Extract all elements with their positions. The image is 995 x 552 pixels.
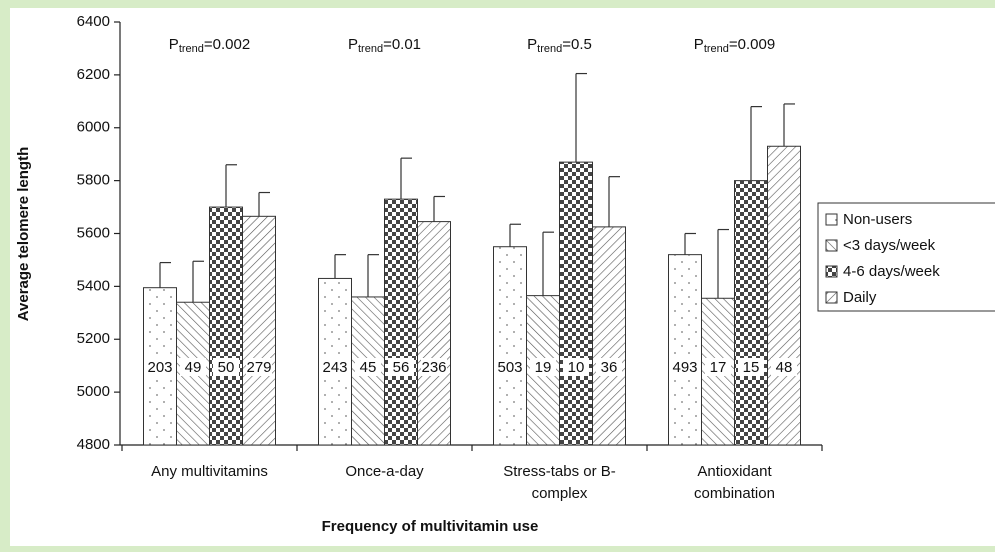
p-trend: Ptrend=0.01 [348,36,421,55]
p-trend-part: P [348,36,358,53]
count-label: 503 [497,359,522,376]
p-trend-part: trend [179,43,204,55]
p-trend-part: P [169,36,179,53]
count-label: 493 [672,359,697,376]
legend-swatch [825,265,838,278]
p-trend: Ptrend=0.5 [527,36,592,55]
count-label: 203 [147,359,172,376]
legend-swatch [825,239,838,252]
count-label: 243 [322,359,347,376]
y-tick-label: 5600 [77,224,110,241]
bar [668,254,702,446]
p-trend-part: =0.5 [562,36,592,53]
p-trend-part: trend [704,43,729,55]
x-tick-label: Antioxidant [697,463,772,480]
count-bg [530,358,556,376]
count-bg [246,358,272,376]
bar [734,180,768,446]
x-tick-label: Any multivitamins [151,463,268,480]
y-tick-label: 5400 [77,277,110,294]
count-bg [388,358,414,376]
x-tick-label: combination [694,485,775,502]
bar [493,246,527,446]
bar [559,161,593,446]
p-trend-part: P [694,36,704,53]
bar [384,198,418,446]
p-trend-part: trend [537,43,562,55]
p-trend: Ptrend=0.002 [169,36,250,55]
count-bg [355,358,381,376]
p-trend-part: =0.002 [204,36,250,53]
count-bg [705,358,731,376]
legend-label: Daily [843,289,877,306]
p-trend-part: P [527,36,537,53]
bar [592,226,626,446]
count-bg [213,358,239,376]
p-trend-part: trend [358,43,383,55]
count-label: 48 [776,359,793,376]
count-bg [771,358,797,376]
legend-label: <3 days/week [843,237,936,254]
x-axis-label: Frequency of multivitamin use [322,518,539,535]
y-tick-label: 4800 [77,436,110,453]
bar [417,221,451,446]
legend-label: 4-6 days/week [843,263,940,280]
count-label: 279 [246,359,271,376]
y-tick-label: 5000 [77,383,110,400]
count-label: 49 [185,359,202,376]
count-label: 45 [360,359,377,376]
p-trend-part: =0.01 [383,36,421,53]
legend-box [817,202,995,312]
count-label: 17 [710,359,727,376]
count-label: 19 [535,359,552,376]
p-trend-part: =0.009 [729,36,775,53]
y-tick-label: 6000 [77,119,110,136]
count-label: 56 [393,359,410,376]
y-tick-label: 6400 [77,13,110,30]
legend-swatch [825,213,838,226]
count-label: 10 [568,359,585,376]
count-label: 36 [601,359,618,376]
y-axis-label: Average telomere length [15,147,32,322]
count-label: 50 [218,359,235,376]
count-bg [147,358,173,376]
x-tick-label: Once-a-day [345,463,424,480]
legend-swatch [825,291,838,304]
count-bg [672,358,698,376]
y-tick-label: 5800 [77,172,110,189]
bar [209,206,243,446]
legend-label: Non-users [843,211,912,228]
count-bg [738,358,764,376]
count-bg [322,358,348,376]
count-bg [563,358,589,376]
x-tick-label: complex [532,485,588,502]
count-bg [180,358,206,376]
count-bg [596,358,622,376]
count-bg [421,358,447,376]
bar [767,145,801,446]
y-tick-label: 6200 [77,66,110,83]
count-label: 236 [421,359,446,376]
bar [242,215,276,446]
count-label: 15 [743,359,760,376]
x-tick-label: Stress-tabs or B- [503,463,616,480]
count-bg [497,358,523,376]
y-tick-label: 5200 [77,330,110,347]
p-trend: Ptrend=0.009 [694,36,775,55]
